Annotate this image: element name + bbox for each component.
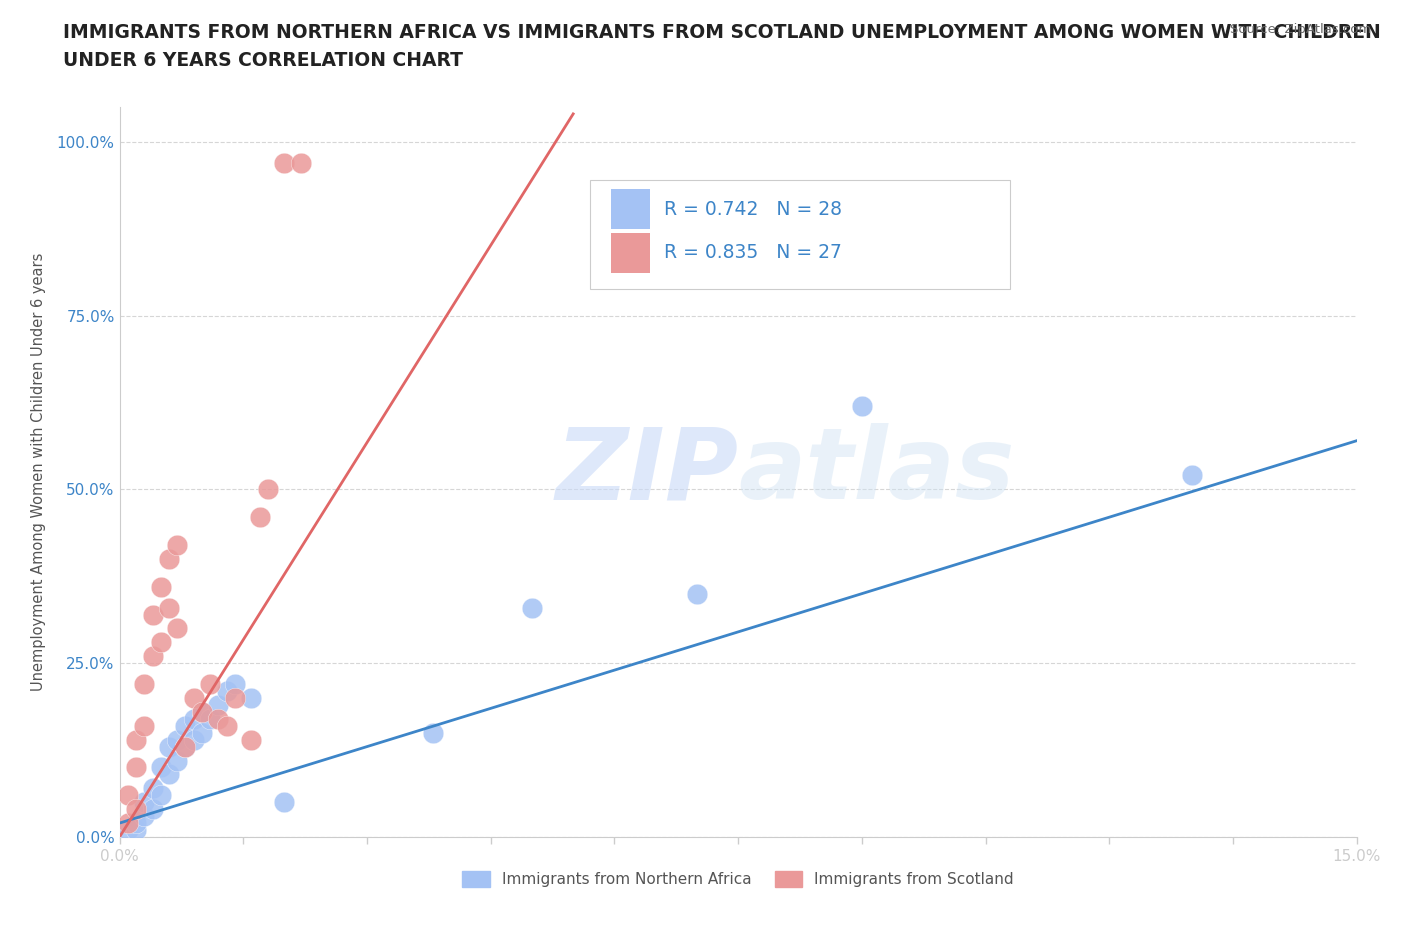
Point <box>149 788 172 803</box>
Point <box>183 732 205 747</box>
Point <box>207 711 229 726</box>
Text: Source: ZipAtlas.com: Source: ZipAtlas.com <box>1230 23 1371 36</box>
Point <box>200 677 222 692</box>
Point <box>141 607 163 622</box>
Point <box>166 621 188 636</box>
Point <box>215 718 238 733</box>
Point <box>183 711 205 726</box>
Point <box>157 551 180 566</box>
Point <box>224 677 246 692</box>
Point <box>141 649 163 664</box>
Point <box>166 753 188 768</box>
Point <box>191 725 214 740</box>
Point <box>257 482 280 497</box>
Text: R = 0.742   N = 28: R = 0.742 N = 28 <box>664 200 842 219</box>
Point <box>183 690 205 705</box>
Text: UNDER 6 YEARS CORRELATION CHART: UNDER 6 YEARS CORRELATION CHART <box>63 51 463 70</box>
Point <box>520 600 543 615</box>
Point <box>273 795 295 810</box>
Point <box>240 690 263 705</box>
Point <box>134 809 156 824</box>
Point <box>166 732 188 747</box>
Point <box>224 690 246 705</box>
Point <box>117 788 139 803</box>
Point <box>174 718 197 733</box>
Point <box>174 739 197 754</box>
Legend: Immigrants from Northern Africa, Immigrants from Scotland: Immigrants from Northern Africa, Immigra… <box>454 864 1022 895</box>
Point <box>149 635 172 650</box>
Point <box>1181 468 1204 483</box>
FancyBboxPatch shape <box>610 189 651 229</box>
Point <box>166 538 188 552</box>
Point <box>134 795 156 810</box>
Text: atlas: atlas <box>738 423 1015 521</box>
Point <box>157 739 180 754</box>
Point <box>125 802 148 817</box>
Point <box>273 155 295 170</box>
Point <box>117 823 139 838</box>
Text: IMMIGRANTS FROM NORTHERN AFRICA VS IMMIGRANTS FROM SCOTLAND UNEMPLOYMENT AMONG W: IMMIGRANTS FROM NORTHERN AFRICA VS IMMIG… <box>63 23 1381 42</box>
Point <box>422 725 444 740</box>
Y-axis label: Unemployment Among Women with Children Under 6 years: Unemployment Among Women with Children U… <box>31 253 45 691</box>
Point <box>141 781 163 796</box>
Point <box>134 677 156 692</box>
Point <box>149 760 172 775</box>
Point <box>125 732 148 747</box>
Point <box>141 802 163 817</box>
FancyBboxPatch shape <box>610 232 651 273</box>
Point <box>249 510 271 525</box>
Point <box>191 704 214 719</box>
Point <box>157 600 180 615</box>
Point <box>157 767 180 782</box>
Point <box>851 398 873 413</box>
Point <box>191 704 214 719</box>
Text: ZIP: ZIP <box>555 423 738 521</box>
Point <box>240 732 263 747</box>
Point <box>134 718 156 733</box>
Point <box>125 816 148 830</box>
Point <box>686 586 709 601</box>
Point <box>125 823 148 838</box>
Text: R = 0.835   N = 27: R = 0.835 N = 27 <box>664 244 842 262</box>
Point <box>125 760 148 775</box>
Point <box>149 579 172 594</box>
Point <box>215 684 238 698</box>
Point <box>117 816 139 830</box>
FancyBboxPatch shape <box>589 180 1011 289</box>
Point <box>290 155 312 170</box>
Point <box>174 739 197 754</box>
Point <box>200 711 222 726</box>
Point <box>207 698 229 712</box>
